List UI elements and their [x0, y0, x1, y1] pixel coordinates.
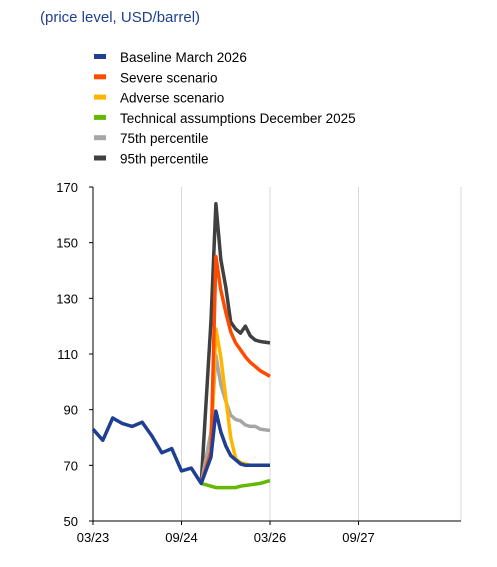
legend-swatch-75th-percentile: [94, 135, 106, 141]
legend-swatch-baseline-march-2026: [94, 54, 106, 59]
y-tick-label-50: 50: [64, 514, 78, 529]
legend-label-severe-scenario: Severe scenario: [120, 70, 218, 85]
y-tick-label-130: 130: [56, 291, 78, 306]
series-line-technical-assumptions-december-2025: [200, 478, 271, 490]
legend-label-technical-assumptions-december-2025: Technical assumptions December 2025: [120, 111, 356, 126]
y-tick-label-110: 110: [57, 347, 78, 362]
y-tick-label-90: 90: [64, 403, 78, 418]
legend-label-95th-percentile: 95th percentile: [120, 152, 209, 167]
legend-label-baseline-march-2026: Baseline March 2026: [120, 50, 247, 65]
series-line-severe-scenario: [199, 254, 271, 484]
x-tick-label-03-23: 03/23: [77, 530, 110, 545]
legend-swatch-95th-percentile: [94, 155, 106, 161]
x-tick-label-09-24: 09/24: [165, 530, 198, 545]
y-axis-ticks: 50 70 90 110 130 150 170: [56, 180, 93, 529]
series-line-baseline-march-2026: [91, 409, 270, 486]
legend: Baseline March 2026 Severe scenario Advers…: [94, 50, 356, 167]
y-tick-label-170: 170: [56, 180, 78, 195]
series-lines: [91, 201, 271, 490]
y-tick-label-150: 150: [56, 236, 78, 251]
series-line-95th-percentile: [199, 201, 271, 484]
x-tick-label-09-27: 09/27: [342, 530, 375, 545]
legend-label-75th-percentile: 75th percentile: [120, 131, 209, 146]
legend-swatch-technical-assumptions-december-2025: [94, 114, 106, 120]
legend-swatch-adverse-scenario: [94, 94, 106, 100]
gridlines: [92, 187, 462, 521]
y-tick-label-70: 70: [64, 458, 78, 473]
legend-label-adverse-scenario: Adverse scenario: [120, 91, 224, 106]
axes: [92, 187, 461, 522]
chart-subtitle: (price level, USD/barrel): [40, 9, 201, 26]
x-tick-label-03-26: 03/26: [254, 530, 287, 545]
x-axis-ticks: 03/23 09/24 03/26 09/27: [77, 521, 375, 545]
legend-swatch-severe-scenario: [94, 74, 106, 80]
